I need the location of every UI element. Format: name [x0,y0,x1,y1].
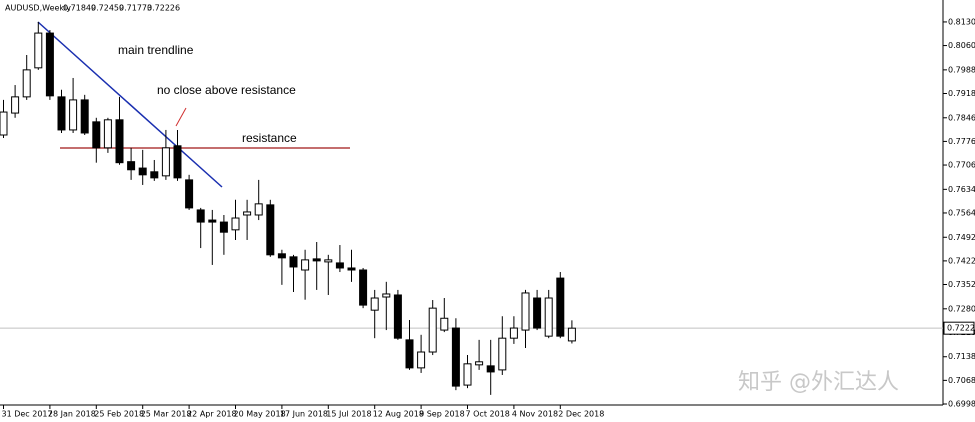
candle-body [428,307,437,353]
candle-body [173,145,182,179]
candle-body [150,171,159,179]
candle-body [57,96,66,131]
candle-body [161,147,170,177]
candle-body [277,253,286,259]
current-price-box [943,321,975,335]
candle-body [359,269,368,306]
annotation: main trendline [118,43,194,57]
pointer-line [175,107,187,127]
candle-body [393,294,402,339]
candle-body [254,203,263,216]
candle-body [463,363,472,386]
candle-body [324,259,333,263]
candle-body [11,96,20,114]
candle-body [417,351,426,369]
candle-body [219,221,228,233]
x-tick-label: 17 Jun 2018 [280,410,328,419]
candle-body [127,161,136,171]
x-tick-label: 4 Nov 2018 [512,410,558,419]
x-tick-label: 25 Mar 2018 [141,410,192,419]
candle-body [0,111,8,136]
x-tick-label: 28 Jan 2018 [48,410,96,419]
x-tick-label: 22 Apr 2018 [187,410,236,419]
current-price-label: 0.72226 [947,324,975,333]
candle-body [382,293,391,298]
x-tick-label: 25 Feb 2018 [94,410,144,419]
candle-body [509,327,518,339]
candle-body [347,267,356,271]
candle-body [266,204,275,256]
candle-body [521,292,530,331]
candle-body [567,327,576,342]
trendline [37,21,223,188]
candle-body [475,361,484,366]
candle-body [243,211,252,216]
candle-body [92,121,101,149]
candle-body [440,317,449,331]
candle-body [544,297,553,337]
candle-body [34,32,43,69]
x-tick-label: 12 Aug 2018 [373,410,424,419]
candle-body [231,217,240,231]
header-close: 0.72226 [147,4,180,13]
x-tick-label: 15 Jul 2018 [326,410,371,419]
candle-body [45,32,54,97]
candle-body [370,297,379,311]
header-open: 0.71849 [63,4,96,13]
header-low: 0.71773 [119,4,152,13]
candle-body [80,99,89,134]
candle-body [486,365,495,373]
candle-body [69,99,78,131]
candle-body [289,256,298,268]
annotation: no close above resistance [157,83,296,97]
candle-body [208,219,217,223]
candle-body [185,179,194,209]
x-tick-label: 2 Dec 2018 [558,410,604,419]
header-high: 0.72459 [91,4,124,13]
candle-body [405,339,414,369]
candle-body [138,167,147,176]
candle-body [22,69,31,98]
x-tick-label: 9 Sep 2018 [419,410,465,419]
candle-body [335,262,344,269]
watermark: 知乎 @外汇达人 [738,370,899,395]
x-tick-label: 7 Oct 2018 [466,410,510,419]
candle-body [556,277,565,337]
annotation: resistance [242,131,297,145]
candle-body [103,119,112,149]
candle-body [533,297,542,329]
x-tick-label: 31 Dec 2017 [2,410,53,419]
candle-body [451,327,460,387]
chart-title: AUDUSD,Weekly [5,4,71,13]
candle-body [196,209,205,223]
candle-body [312,258,321,262]
x-tick-label: 20 May 2018 [234,410,286,419]
candle-body [301,259,310,271]
candle-body [498,337,507,371]
candle-body [115,119,124,164]
